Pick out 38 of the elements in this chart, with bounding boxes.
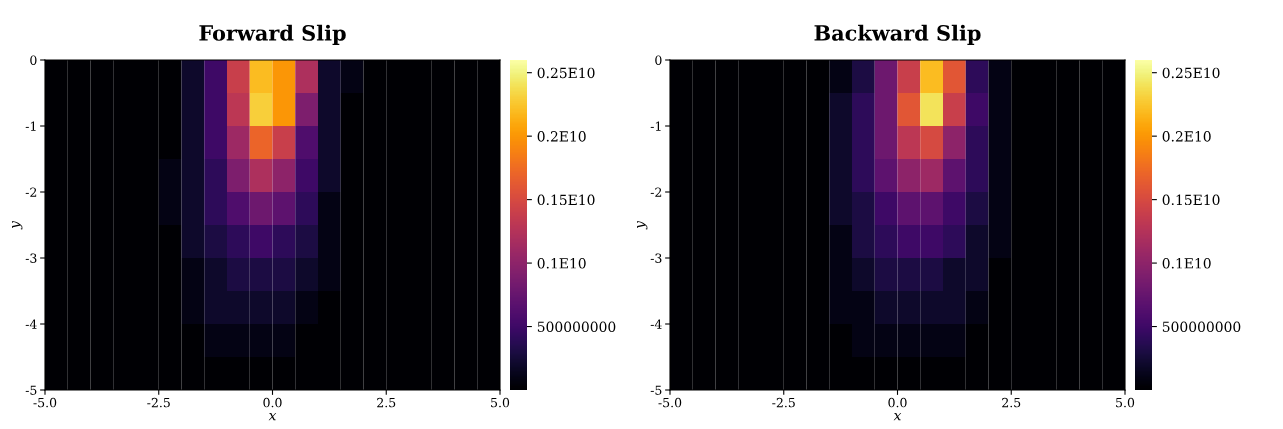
x-tick-label: 0.0 bbox=[888, 397, 907, 408]
x-tick-label: 0.0 bbox=[263, 397, 282, 408]
x-tick-label: 5.0 bbox=[491, 397, 510, 408]
chart-title: Forward Slip bbox=[199, 24, 346, 45]
color-bar-label: 0.15E10 bbox=[537, 194, 595, 206]
x-tick-label: -5.0 bbox=[658, 397, 682, 408]
color-bar-label: 500000000 bbox=[537, 321, 616, 333]
y-tick-label: -2 bbox=[650, 187, 662, 197]
x-tick-label: -5.0 bbox=[33, 397, 57, 408]
y-tick-label: -1 bbox=[650, 121, 661, 131]
y-tick-label: 0 bbox=[30, 55, 37, 65]
x-tick-label: 5.0 bbox=[1116, 397, 1135, 408]
color-bar-label: 0.2E10 bbox=[1162, 131, 1211, 142]
x-axis-title: x bbox=[268, 413, 277, 421]
color-bar-label: 0.25E10 bbox=[537, 67, 595, 79]
x-axis-title: x bbox=[893, 413, 902, 421]
y-tick-label: -3 bbox=[25, 253, 37, 263]
x-tick-label: 2.5 bbox=[377, 397, 396, 408]
y-tick-label: -5 bbox=[650, 385, 662, 395]
color-bar-label: 0.15E10 bbox=[1162, 194, 1220, 206]
y-tick-label: -1 bbox=[25, 121, 36, 131]
color-bar-label: 0.25E10 bbox=[1162, 67, 1220, 79]
color-bar-label: 0.2E10 bbox=[537, 131, 586, 142]
color-bar-label: 0.1E10 bbox=[537, 258, 586, 269]
chart-title: Backward Slip bbox=[814, 24, 981, 45]
x-tick-label: 2.5 bbox=[1002, 397, 1021, 408]
y-axis-title: y bbox=[12, 220, 23, 230]
x-tick-label: -2.5 bbox=[772, 397, 795, 408]
y-tick-label: -2 bbox=[25, 187, 37, 197]
color-bar-label: 500000000 bbox=[1162, 321, 1241, 333]
y-tick-label: -5 bbox=[25, 385, 37, 395]
x-tick-label: -2.5 bbox=[147, 397, 170, 408]
y-axis-title: y bbox=[637, 220, 648, 230]
y-tick-label: -4 bbox=[650, 319, 662, 329]
color-bar-label: 0.1E10 bbox=[1162, 258, 1211, 269]
y-tick-label: -4 bbox=[25, 319, 37, 329]
y-tick-label: -3 bbox=[650, 253, 662, 263]
y-tick-label: 0 bbox=[655, 55, 662, 65]
